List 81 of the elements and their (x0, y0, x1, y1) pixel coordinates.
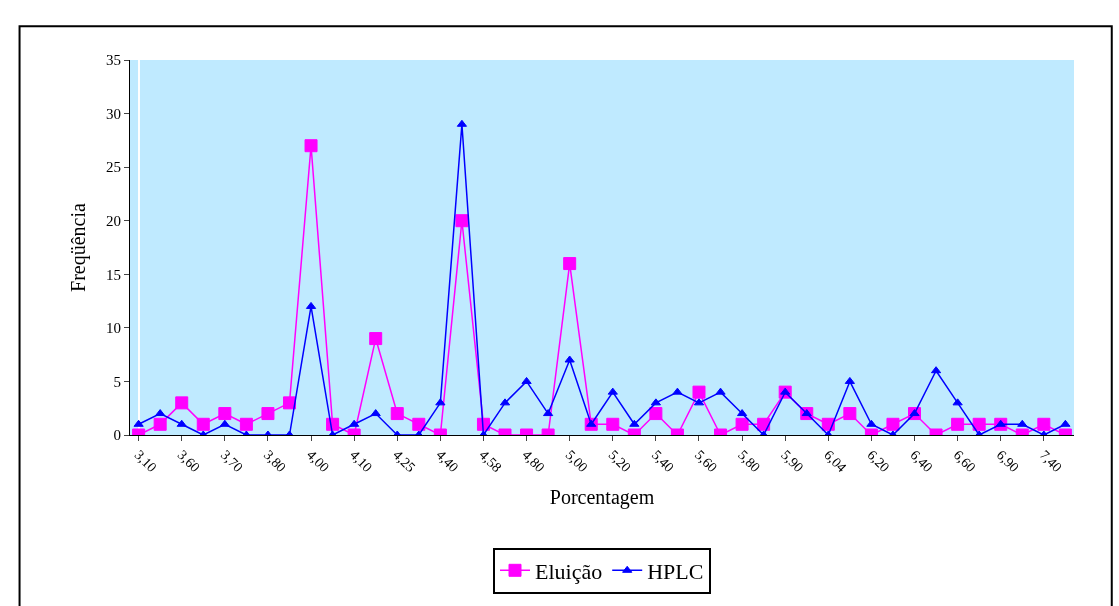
point (412, 417, 426, 431)
point (586, 419, 597, 427)
point (218, 407, 232, 421)
point (390, 407, 404, 421)
point (369, 332, 383, 346)
point (649, 407, 663, 421)
y-axis-title: Freqüência (66, 202, 90, 292)
point (564, 355, 575, 363)
y-tick-label: 15 (106, 266, 121, 283)
point (563, 257, 577, 271)
point (843, 407, 857, 421)
legend-label: HPLC (647, 558, 704, 584)
point (1060, 419, 1071, 427)
x-tick-label: 6,90 (993, 447, 1022, 476)
x-tick-label: 4,58 (476, 447, 505, 476)
x-tick-label: 4,00 (303, 447, 332, 476)
x-axis-title: Porcentagem (549, 485, 655, 509)
point (304, 139, 318, 153)
point (629, 419, 640, 427)
x-tick-label: 6,60 (950, 447, 979, 476)
point (219, 419, 230, 427)
point (886, 417, 900, 431)
point (650, 398, 661, 406)
point (133, 419, 144, 427)
x-tick-label: 4,80 (519, 447, 548, 476)
point (692, 385, 706, 399)
x-tick-label: 4,25 (390, 447, 419, 476)
point (543, 409, 554, 417)
point (455, 214, 469, 228)
point (995, 419, 1006, 427)
point (282, 396, 296, 410)
point (261, 407, 275, 421)
x-tick-label: 4,40 (433, 447, 462, 476)
point (844, 376, 855, 384)
point (801, 409, 812, 417)
point (370, 409, 381, 417)
point (951, 417, 965, 431)
point (435, 398, 446, 406)
point (1037, 417, 1051, 431)
point (972, 417, 986, 431)
y-tick-label: 5 (113, 373, 121, 390)
point (866, 419, 877, 427)
x-tick-label: 5,90 (778, 447, 807, 476)
point (672, 387, 683, 395)
y-tick-label: 30 (106, 105, 121, 122)
x-tick-label: 6,20 (864, 447, 893, 476)
point (196, 417, 210, 431)
point (153, 417, 167, 431)
point (606, 417, 620, 431)
x-tick-label: 3,70 (217, 447, 246, 476)
point (780, 387, 791, 395)
point (909, 409, 920, 417)
point (715, 387, 726, 395)
point (735, 417, 749, 431)
point (176, 419, 187, 427)
point (239, 417, 253, 431)
y-tick-label: 0 (113, 427, 121, 444)
x-tick-label: 5,60 (691, 447, 720, 476)
point (607, 387, 618, 395)
x-tick-label: 3,80 (260, 447, 289, 476)
point (175, 396, 189, 410)
y-tick-label: 25 (106, 159, 121, 176)
point (1017, 419, 1028, 427)
x-tick-label: 5,00 (562, 447, 591, 476)
point (155, 409, 166, 417)
x-tick-label: 7,40 (1036, 447, 1065, 476)
x-tick-label: 5,40 (648, 447, 677, 476)
y-tick-label: 35 (106, 52, 121, 69)
x-tick-label: 6,40 (907, 447, 936, 476)
x-tick-label: 4,10 (347, 447, 376, 476)
x-tick-label: 6,04 (821, 447, 850, 476)
x-tick-label: 3,60 (174, 447, 203, 476)
point (521, 376, 532, 384)
y-tick-label: 20 (106, 212, 121, 229)
point (952, 398, 963, 406)
point (349, 419, 360, 427)
legend-label: Eluição (535, 558, 603, 584)
x-tick-label: 5,80 (735, 447, 763, 476)
y-tick-label: 10 (106, 320, 121, 337)
x-tick-label: 3,10 (131, 447, 160, 476)
x-tick-label: 5,20 (605, 447, 634, 476)
